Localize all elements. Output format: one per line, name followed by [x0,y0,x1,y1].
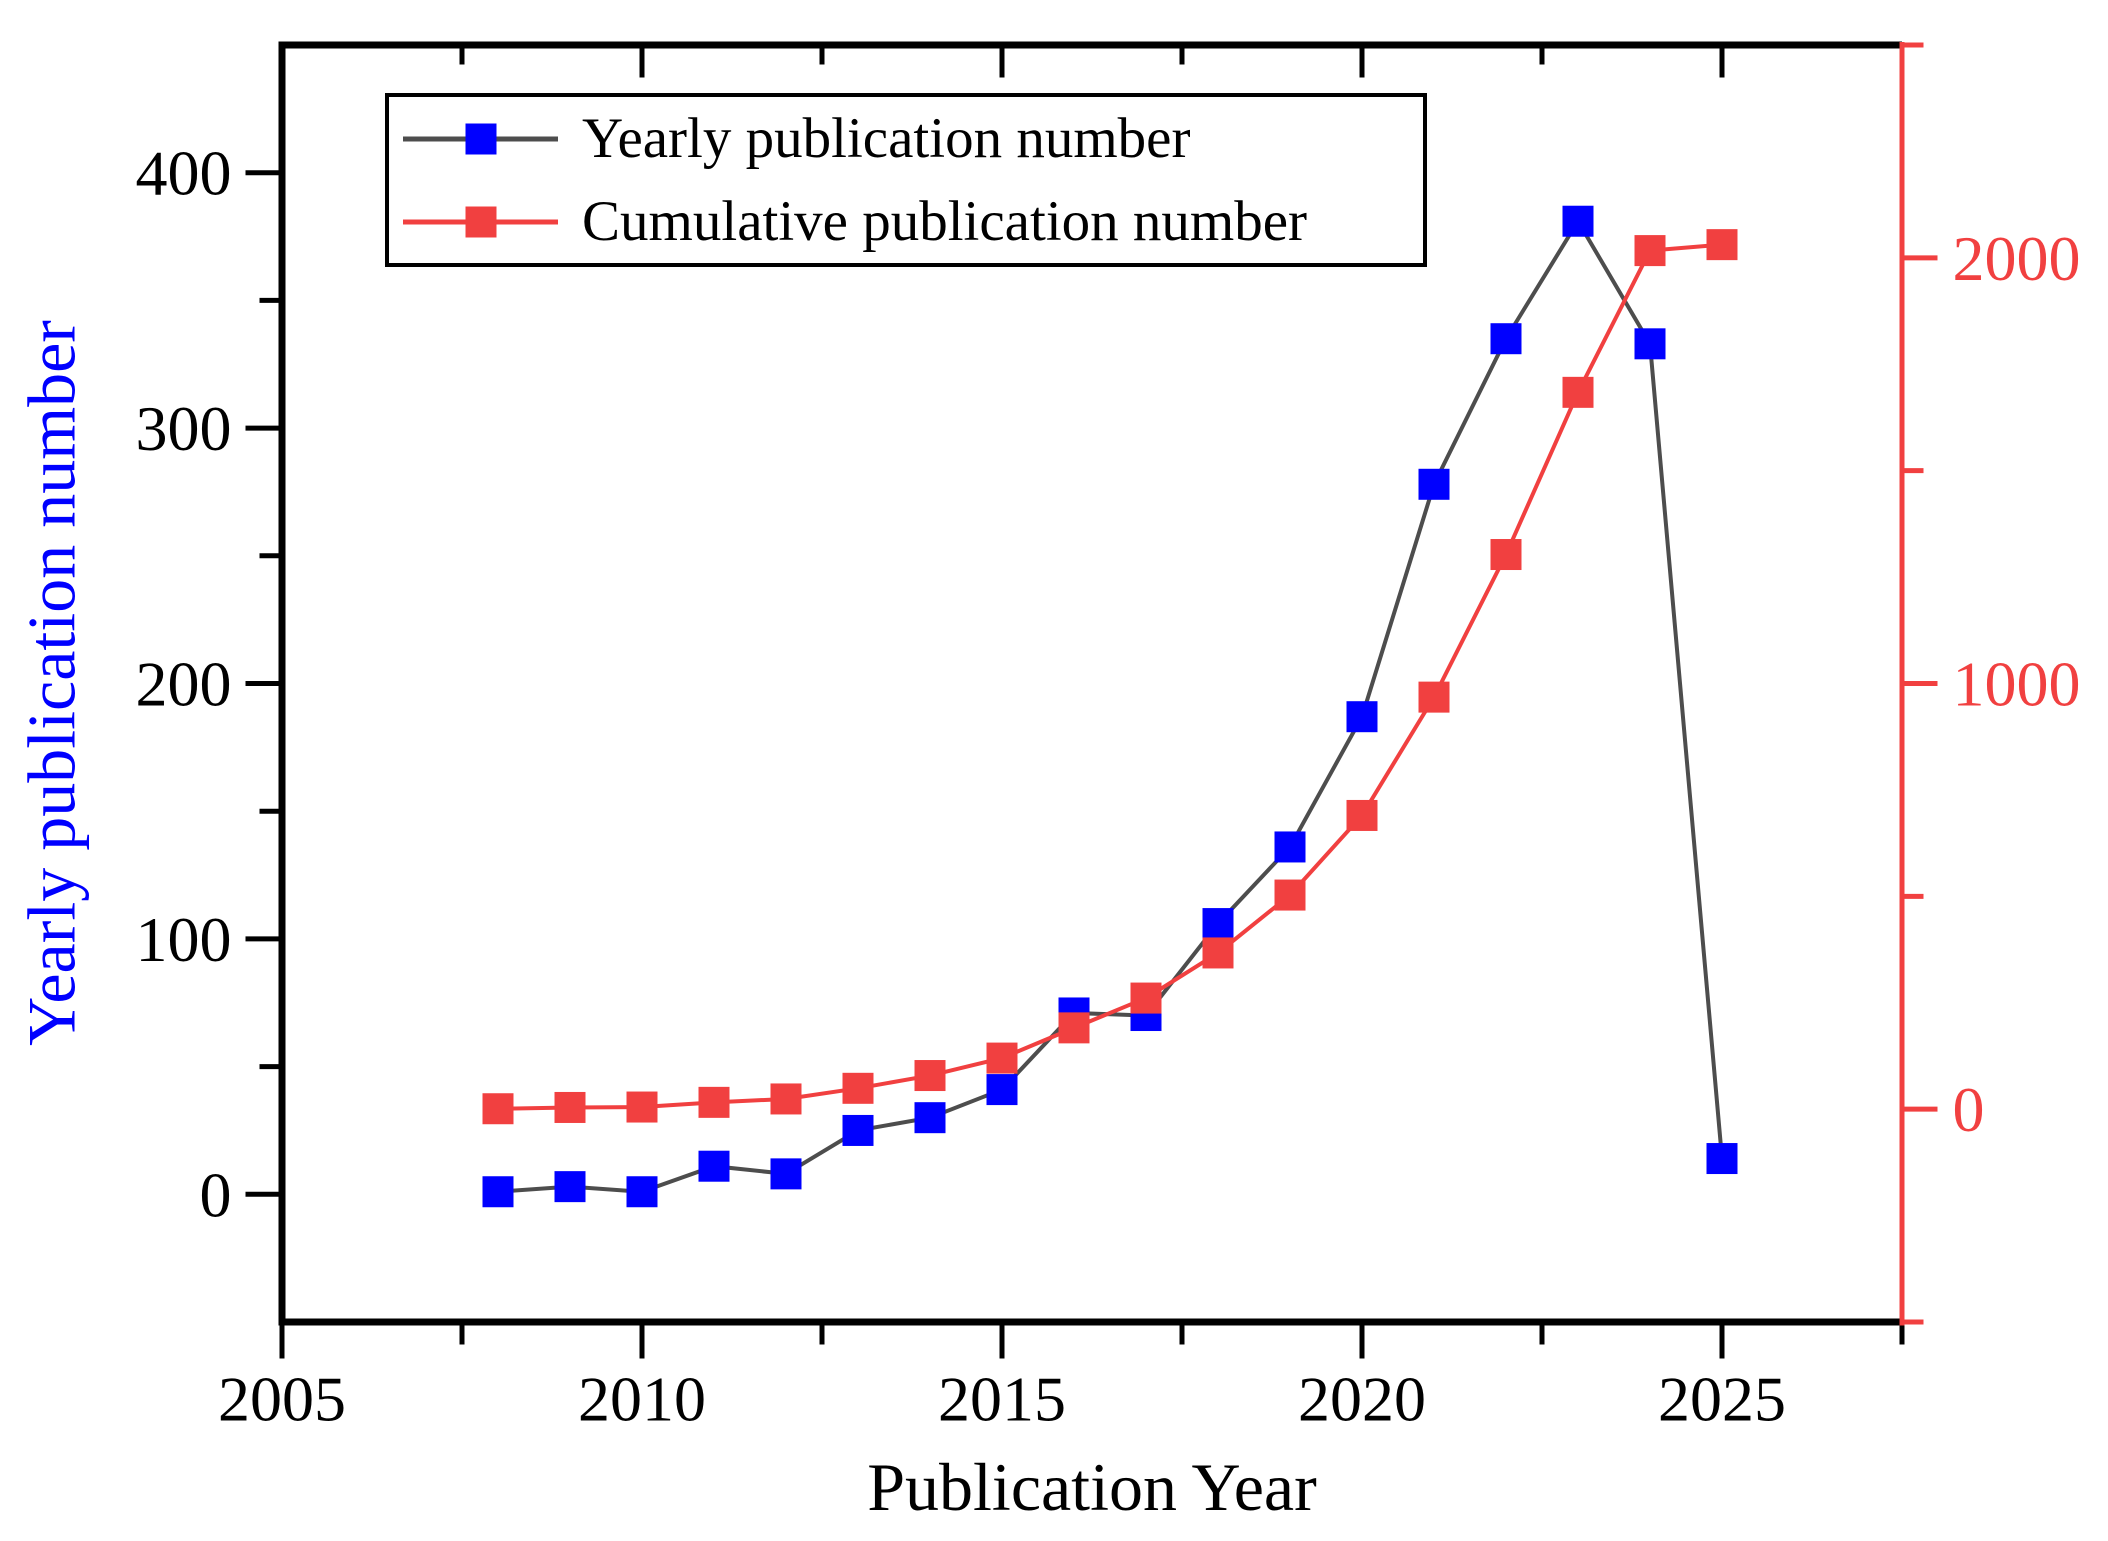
cumulative-marker-2020 [1346,799,1378,831]
right-axis-tick-label: 1000 [1953,649,2081,720]
yearly-marker-2022 [1490,323,1522,355]
x-axis-tick-label: 2025 [1658,1364,1786,1435]
yearly-marker-2021 [1418,468,1450,500]
left-axis-tick-label: 100 [136,904,232,975]
right-axis-tick-label: 0 [1953,1074,1985,1145]
legend-box: Yearly publication number Cumulative pub… [385,93,1427,267]
x-axis-tick-label: 2015 [938,1364,1066,1435]
yearly-marker-2010 [626,1176,658,1208]
yearly-marker-2023 [1562,205,1594,237]
cumulative-marker-2014 [914,1060,946,1092]
left-axis-tick-label: 400 [136,138,232,209]
legend-sample-cumulative [403,205,558,238]
left-axis-tick-label: 200 [136,649,232,720]
cumulative-marker-2009 [554,1091,586,1123]
cumulative-marker-2015 [986,1042,1018,1074]
x-axis-title: Publication Year [867,1449,1317,1525]
cumulative-marker-2017 [1130,982,1162,1014]
legend-entry-cumulative: Cumulative publication number [389,180,1423,263]
yearly-marker-2014 [914,1102,946,1134]
yearly-marker-2018 [1202,908,1234,940]
left-axis-tick-label: 0 [200,1159,232,1230]
left-y-axis-title: Yearly publication number [13,320,90,1046]
x-axis-tick-label: 2020 [1298,1364,1426,1435]
cumulative-marker-2010 [626,1091,658,1123]
cumulative-marker-2019 [1274,879,1306,911]
cumulative-marker-2022 [1490,539,1522,571]
x-axis-tick-label: 2010 [578,1364,706,1435]
yearly-marker-2015 [986,1074,1018,1106]
cumulative-marker-2018 [1202,937,1234,969]
x-axis-tick-label: 2005 [218,1364,346,1435]
cumulative-marker-2011 [698,1086,730,1118]
right-axis-tick-label: 2000 [1953,223,2081,294]
cumulative-marker-2025 [1706,229,1738,261]
yearly-marker-2012 [770,1158,802,1190]
cumulative-marker-2013 [842,1072,874,1104]
yearly-marker-2009 [554,1171,586,1203]
cumulative-marker-2021 [1418,681,1450,713]
cumulative-marker-2012 [770,1083,802,1115]
series-line-cumulative [497,242,1723,1111]
yearly-marker-2020 [1346,701,1378,733]
yearly-marker-2011 [698,1150,730,1182]
yearly-marker-2008 [482,1176,514,1208]
legend-marker-yearly-square-icon [465,123,496,154]
yearly-marker-2019 [1274,831,1306,863]
cumulative-marker-2024 [1634,235,1666,267]
legend-sample-yearly [403,122,558,155]
yearly-marker-2013 [842,1114,874,1146]
legend-entry-yearly: Yearly publication number [389,97,1423,180]
series-line-yearly [497,217,1724,1194]
cumulative-marker-2008 [482,1093,514,1125]
legend-marker-cumulative-square-icon [465,206,496,237]
left-axis-tick-label: 300 [136,393,232,464]
legend-label-yearly: Yearly publication number [582,107,1191,170]
legend-label-cumulative: Cumulative publication number [582,190,1308,253]
cumulative-marker-2023 [1562,376,1594,408]
yearly-marker-2024 [1634,328,1666,360]
cumulative-marker-2016 [1058,1012,1090,1044]
yearly-marker-2025 [1706,1143,1738,1175]
